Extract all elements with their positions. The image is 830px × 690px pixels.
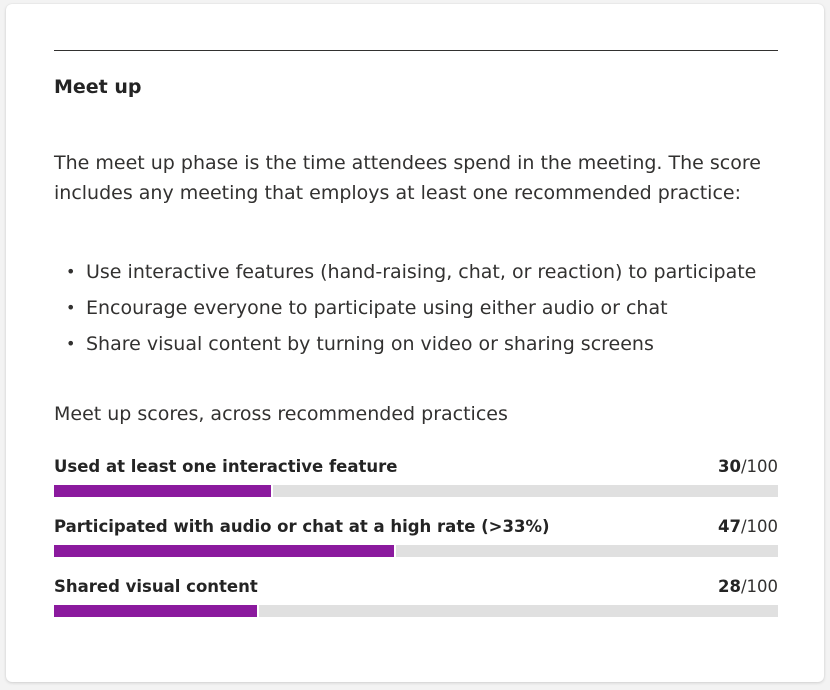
practice-text: Share visual content by turning on video… bbox=[86, 333, 654, 355]
score-value: 47/100 bbox=[718, 516, 778, 538]
score-max: /100 bbox=[740, 517, 778, 536]
score-track bbox=[54, 545, 778, 557]
recommended-practices-list: • Use interactive features (hand-raising,… bbox=[54, 254, 756, 362]
score-fill bbox=[54, 605, 259, 617]
score-label: Shared visual content bbox=[54, 577, 258, 596]
scores-heading: Meet up scores, across recommended pract… bbox=[54, 403, 508, 425]
score-number: 47 bbox=[717, 517, 741, 536]
section-title: Meet up bbox=[54, 76, 142, 98]
score-fill bbox=[54, 545, 396, 557]
meet-up-card: Meet up The meet up phase is the time at… bbox=[6, 4, 824, 682]
practice-item: • Share visual content by turning on vide… bbox=[54, 326, 756, 362]
score-row-visual-content: Shared visual content 28/100 bbox=[54, 576, 778, 617]
score-track bbox=[54, 485, 778, 497]
bullet-icon: • bbox=[66, 298, 76, 317]
practice-text: Use interactive features (hand-raising, … bbox=[86, 261, 757, 283]
score-fill bbox=[54, 485, 273, 497]
score-max: /100 bbox=[740, 577, 778, 596]
score-row-interactive-feature: Used at least one interactive feature 30… bbox=[54, 456, 778, 497]
section-description: The meet up phase is the time attendees … bbox=[54, 152, 761, 204]
score-value: 28/100 bbox=[718, 576, 778, 598]
score-label: Participated with audio or chat at a hig… bbox=[54, 517, 550, 536]
score-row-audio-chat: Participated with audio or chat at a hig… bbox=[54, 516, 778, 557]
practice-item: • Encourage everyone to participate using… bbox=[54, 290, 756, 326]
score-max: /100 bbox=[740, 457, 778, 476]
score-track bbox=[54, 605, 778, 617]
score-number: 30 bbox=[717, 457, 741, 476]
bullet-icon: • bbox=[66, 334, 76, 353]
practice-item: • Use interactive features (hand-raising,… bbox=[54, 254, 756, 290]
score-number: 28 bbox=[717, 577, 741, 596]
section-divider bbox=[54, 50, 778, 51]
practice-text: Encourage everyone to participate using … bbox=[86, 297, 668, 319]
score-value: 30/100 bbox=[718, 456, 778, 478]
bullet-icon: • bbox=[66, 262, 76, 281]
score-label: Used at least one interactive feature bbox=[54, 457, 398, 476]
